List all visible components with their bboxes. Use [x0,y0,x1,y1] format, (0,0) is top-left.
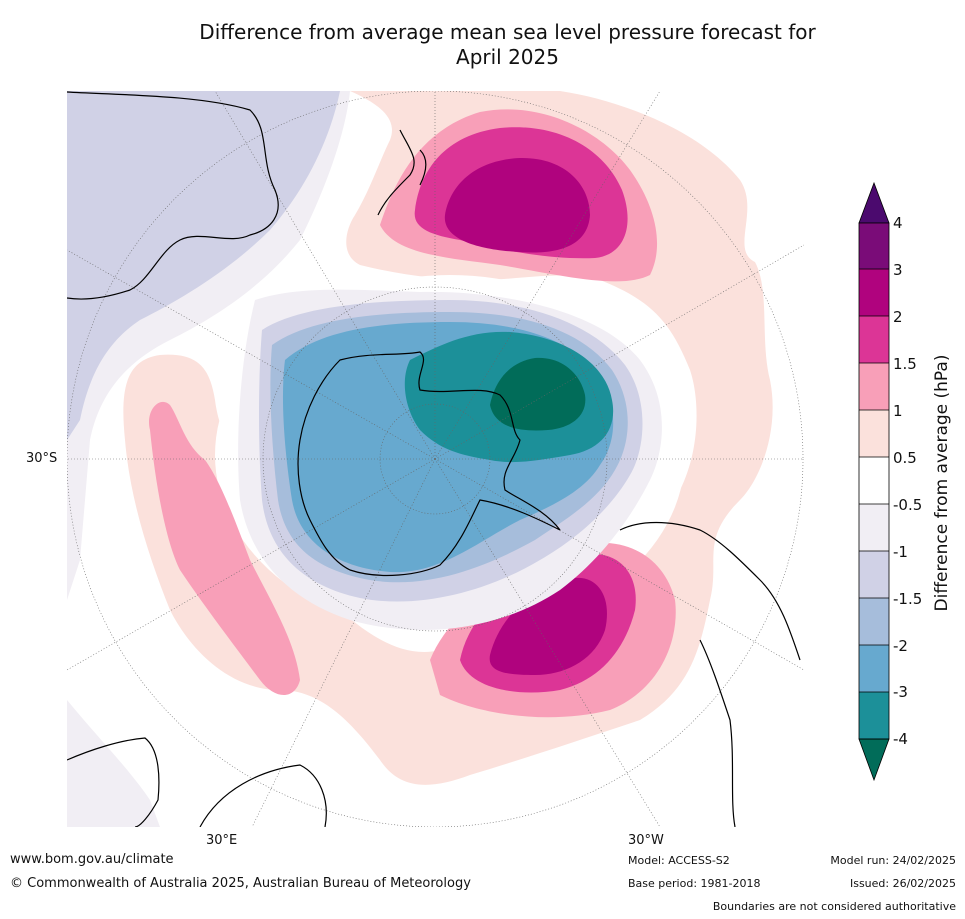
colorbar [858,181,890,782]
colorbar-tick-label: -1 [893,543,908,561]
lat-label-30s: 30°S [26,451,58,466]
lon-label-30w: 30°W [628,833,664,848]
disclaimer-text: Boundaries are not considered authoritat… [712,900,956,913]
colorbar-upper-extension [858,181,890,224]
website-link[interactable]: www.bom.gov.au/climate [10,852,174,867]
colorbar-outline [858,222,890,740]
region-pink-west [149,401,300,695]
colorbar-bin-neg3-to-neg4 [859,692,889,739]
region-negative-light-southwest [67,700,160,827]
colorbar-bin-neg0.5-to-neg1 [859,504,889,551]
colorbar-bin-neutral [859,457,889,504]
colorbar-tick-label: -2 [893,637,908,655]
colorbar-bin-2-to-3 [859,269,889,316]
colorbar-tick-label: 1 [893,402,903,420]
map-panel [67,91,804,827]
new-zealand-coast [377,129,427,216]
colorbar-lower-extension [858,738,890,782]
model-text: Model: ACCESS-S2 [628,854,730,867]
australia-coast [67,91,279,300]
colorbar-tick-label: -3 [893,683,908,701]
copyright-text: © Commonwealth of Australia 2025, Austra… [10,876,471,891]
region-purple-north [444,157,590,253]
longitude-gridlines [67,91,804,827]
colorbar-ticks [859,268,889,693]
title-line-2: April 2025 [456,45,559,69]
base-period-text: Base period: 1981-2018 [628,877,761,890]
colorbar-bin-1.5-to-2 [859,316,889,363]
map-title: Difference from average mean sea level p… [150,20,865,70]
colorbar-bin-neg1.5-to-neg2 [859,598,889,645]
south-america-coast [619,521,801,827]
colorbar-tick-label: 1.5 [893,355,917,373]
coastlines [67,91,801,827]
model-run-text: Model run: 24/02/2025 [830,854,956,867]
colorbar-bin-3-to-4 [859,223,889,269]
antarctica-coast [297,351,561,577]
colorbar-tick-label: 4 [893,214,903,232]
colorbar-title: Difference from average (hPa) [932,354,952,612]
colorbar-tick-label: -0.5 [893,496,923,514]
colorbar-tick-label: 0.5 [893,449,917,467]
region-negative-lilac-west [67,91,340,440]
colorbar-bin-1-to-1.5 [859,363,889,410]
colorbar-bin-neg2-to-neg3 [859,645,889,692]
colorbar-tick-label: -1.5 [893,590,923,608]
colorbar-tick-label: -4 [893,730,908,748]
region-dark-green [490,357,586,431]
issued-text: Issued: 26/02/2025 [849,877,956,890]
africa-coast [67,737,327,827]
colorbar-tick-label: 3 [893,261,903,279]
colorbar-tick-label: 2 [893,308,903,326]
lon-label-30e: 30°E [206,833,238,848]
region-purple-south [489,577,607,675]
colorbar-bin-0.5-to-1 [859,410,889,457]
title-line-1: Difference from average mean sea level p… [199,20,816,44]
colorbar-bin-neg1-to-neg1.5 [859,551,889,598]
